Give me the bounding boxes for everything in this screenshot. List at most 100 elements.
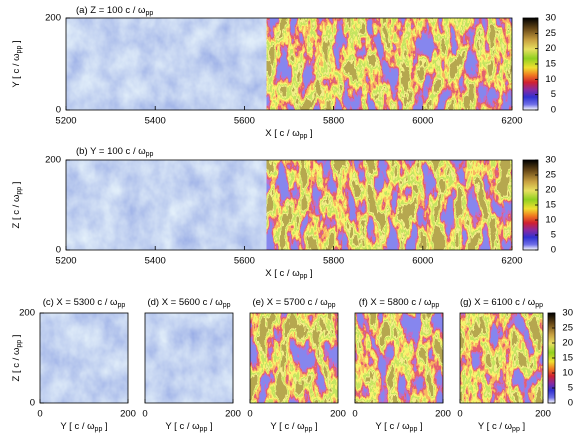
panel-title: (f) X = 5800 c / ωpp [359, 297, 440, 309]
x-tick-label: 200 [535, 409, 551, 420]
x-axis-label-sub: pp [512, 426, 520, 433]
colorbar-tick-label: 5 [568, 383, 573, 394]
panel-title-sub: pp [146, 151, 154, 158]
y-tick-label: 0 [56, 105, 61, 116]
x-tick-label: 5600 [234, 256, 255, 267]
colorbar-tick-label: 10 [545, 74, 556, 85]
y-tick-label: 200 [45, 155, 61, 166]
x-axis-label-text: X [ c / ω [265, 128, 300, 139]
y-tick-label: 200 [45, 13, 61, 24]
y-axis-label-end: ] [11, 40, 22, 45]
colorbar-tick-label: 10 [562, 368, 573, 379]
colorbar-tick-label: 15 [545, 200, 556, 211]
heatmap-turbulent [355, 313, 443, 403]
x-axis-label-sub: pp [300, 133, 308, 140]
heatmap-turbulent [266, 18, 512, 110]
x-axis-label: X [ c / ωpp ] [265, 268, 312, 280]
heatmap-field [145, 313, 233, 403]
panel-title-text: (f) X = 5800 c / ω [359, 297, 432, 308]
colorbar-tick-label: 20 [545, 185, 556, 196]
colorbar-tick-label: 15 [562, 353, 573, 364]
colorbar-tick-label: 0 [551, 105, 556, 116]
colorbar-tick-label: 0 [551, 245, 556, 256]
plot-frame [354, 312, 444, 404]
panel-title-sub: pp [535, 302, 543, 309]
panel-title: (a) Z = 100 c / ωpp [76, 5, 153, 17]
x-axis-label: Y [ c / ωpp ] [270, 421, 317, 433]
colorbar-tick-label: 20 [562, 338, 573, 349]
x-axis-label-sub: pp [95, 426, 103, 433]
x-tick-label: 5400 [145, 256, 166, 267]
heatmap-turbulent [460, 313, 543, 403]
x-tick-label: 6200 [501, 256, 522, 267]
panel-title-sub: pp [145, 10, 153, 17]
heatmap-field [40, 313, 128, 403]
x-axis-label-end: ] [307, 128, 312, 139]
x-tick-label: 0 [37, 409, 42, 420]
y-axis-label-text: Z [ c / ω [11, 194, 22, 228]
x-axis-label-text: Y [ c / ω [478, 421, 513, 432]
y-tick-label: 0 [56, 245, 61, 256]
x-tick-label: 6000 [412, 256, 433, 267]
y-axis-label: Z [ c / ωpp ] [11, 182, 23, 229]
heatmap-turbulent [266, 160, 512, 250]
y-axis-label-sub: pp [16, 340, 23, 348]
panel-title-text: (d) X = 5600 c / ω [147, 297, 223, 308]
panel-title-sub: pp [117, 302, 125, 309]
x-tick-label: 5600 [234, 116, 255, 127]
panel-title-sub: pp [431, 302, 439, 309]
y-axis-label-text: Z [ c / ω [11, 347, 22, 381]
panel-title-text: (g) X = 6100 c / ω [460, 297, 536, 308]
x-tick-label: 5800 [323, 256, 344, 267]
x-axis-label-sub: pp [410, 426, 418, 433]
y-tick-label: 0 [30, 398, 35, 409]
x-tick-label: 5200 [55, 256, 76, 267]
x-axis-label-sub: pp [200, 426, 208, 433]
plot-frame [65, 17, 513, 111]
colorbar-tick-label: 0 [568, 398, 573, 409]
colorbar-tick-label: 15 [545, 59, 556, 70]
x-axis-label-text: Y [ c / ω [375, 421, 410, 432]
x-tick-label: 200 [225, 409, 241, 420]
y-axis-label: Z [ c / ωpp ] [11, 335, 23, 382]
colorbar-tick-label: 10 [545, 215, 556, 226]
x-axis-label: X [ c / ωpp ] [265, 128, 312, 140]
plot-frame [39, 312, 129, 404]
x-axis-label-sub: pp [305, 426, 313, 433]
y-axis-label: Y [ c / ωpp ] [11, 40, 23, 87]
colorbar-tick-label: 30 [545, 13, 556, 24]
x-axis-label-sub: pp [300, 273, 308, 280]
x-tick-label: 6000 [412, 116, 433, 127]
x-axis-label: Y [ c / ωpp ] [165, 421, 212, 433]
x-axis-label-text: Y [ c / ω [270, 421, 305, 432]
panel-title-sub: pp [223, 302, 231, 309]
panel-title: (c) X = 5300 c / ωpp [43, 297, 126, 309]
x-tick-label: 0 [142, 409, 147, 420]
plot-frame [459, 312, 544, 404]
plot-frame [144, 312, 234, 404]
colorbar-tick-label: 25 [545, 28, 556, 39]
x-axis-label-text: Y [ c / ω [165, 421, 200, 432]
x-tick-label: 6200 [501, 116, 522, 127]
panel-title: (g) X = 6100 c / ωpp [460, 297, 543, 309]
heatmap-turbulent [250, 313, 338, 403]
y-axis-label-sub: pp [16, 187, 23, 195]
plot-frame [65, 159, 513, 251]
y-tick-label: 200 [19, 308, 35, 319]
colorbar-tick-label: 20 [545, 43, 556, 54]
panel-title: (d) X = 5600 c / ωpp [147, 297, 230, 309]
colorbar-tick-label: 30 [545, 155, 556, 166]
panel-title-text: (a) Z = 100 c / ω [76, 5, 146, 16]
x-axis-label-end: ] [307, 268, 312, 279]
x-tick-label: 5400 [145, 116, 166, 127]
x-tick-label: 5800 [323, 116, 344, 127]
x-axis-label-end: ] [102, 421, 107, 432]
x-axis-label-end: ] [520, 421, 525, 432]
x-axis-label: Y [ c / ωpp ] [478, 421, 525, 433]
x-tick-label: 0 [247, 409, 252, 420]
x-tick-label: 5200 [55, 116, 76, 127]
panel-title-text: (e) X = 5700 c / ω [252, 297, 328, 308]
colorbar-tick-label: 25 [545, 170, 556, 181]
x-tick-label: 200 [330, 409, 346, 420]
